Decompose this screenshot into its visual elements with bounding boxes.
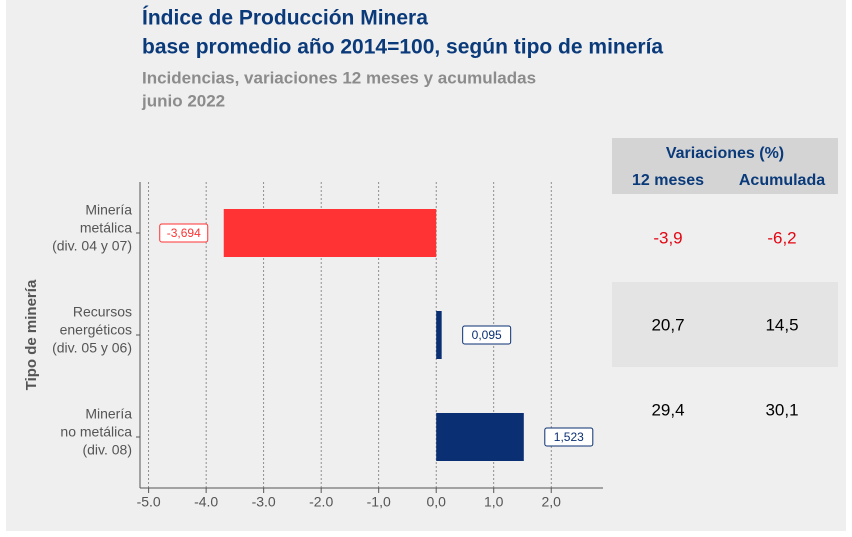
x-tick-label: -4.0	[194, 494, 218, 510]
table-cell: -3,9	[653, 228, 682, 247]
x-tick-label: 2,0	[542, 494, 562, 510]
value-label: -3,694	[167, 226, 201, 240]
table-row-band	[612, 282, 838, 367]
background	[6, 0, 846, 531]
y-tick-label: metálica	[80, 220, 132, 236]
y-tick-label: Recursos	[73, 304, 132, 320]
table-cell: 30,1	[765, 400, 798, 419]
table-column-header: Acumulada	[739, 172, 825, 189]
y-tick-label: no metálica	[60, 424, 132, 440]
y-tick-label: energéticos	[60, 322, 132, 338]
bar	[436, 311, 442, 359]
y-tick-label: Minería	[85, 406, 132, 422]
table-header: Variaciones (%)	[666, 145, 784, 162]
table-cell: 29,4	[651, 400, 684, 419]
y-tick-label: (div. 04 y 07)	[52, 238, 132, 254]
table-cell: 20,7	[651, 315, 684, 334]
x-tick-label: -3.0	[252, 494, 276, 510]
x-tick-label: 0,0	[426, 494, 446, 510]
bar	[436, 413, 524, 461]
y-tick-label: Minería	[85, 202, 132, 218]
x-tick-label: 1,0	[484, 494, 504, 510]
value-label: 0,095	[472, 328, 502, 342]
table-header-band	[612, 138, 838, 194]
value-label-box	[462, 325, 512, 345]
value-label-box	[544, 427, 594, 447]
x-tick-label: -5.0	[137, 494, 161, 510]
value-label: 1,523	[554, 430, 584, 444]
x-tick-label: -2.0	[309, 494, 333, 510]
y-axis-title: Tipo de minería	[23, 279, 40, 390]
value-label-box	[159, 223, 209, 243]
chart-subtitle: Incidencias, variaciones 12 meses y acum…	[142, 68, 536, 87]
y-tick-label: (div. 05 y 06)	[52, 340, 132, 356]
table-column-header: 12 meses	[632, 172, 704, 189]
chart-subtitle: junio 2022	[141, 91, 225, 110]
table-cell: -6,2	[767, 228, 796, 247]
bar	[223, 209, 437, 257]
table-cell: 14,5	[765, 315, 798, 334]
y-tick-label: (div. 08)	[82, 442, 132, 458]
x-tick-label: -1,0	[367, 494, 391, 510]
chart-title: Índice de Producción Minera	[142, 7, 428, 30]
chart-title: base promedio año 2014=100, según tipo d…	[142, 36, 663, 59]
